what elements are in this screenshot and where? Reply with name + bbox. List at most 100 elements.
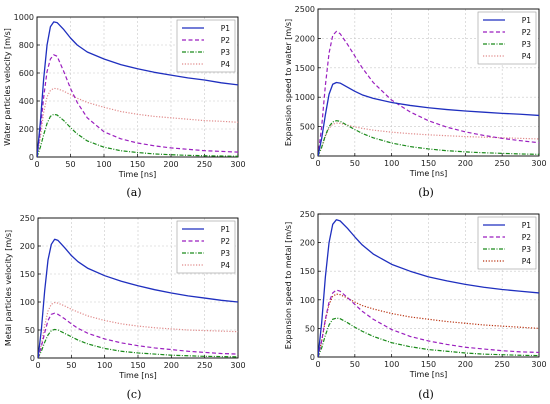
panel-caption: (c) <box>127 388 142 401</box>
x-tick-label: 50 <box>66 361 76 370</box>
legend: P1 P2 P3 P4 <box>176 19 236 73</box>
y-tick-label: 250 <box>300 210 315 219</box>
x-tick-label: 200 <box>164 361 179 370</box>
legend-label-p1: P1 <box>522 16 532 25</box>
chart-panel-d: 0 50 100 150 200 250 300 0 50 100 150 200 250 Time [n… <box>284 210 547 401</box>
series-line-p3 <box>37 113 238 157</box>
y-tick-label: 50 <box>25 326 35 335</box>
legend: P1 P2 P3 P4 <box>176 220 236 274</box>
x-tick-label: 250 <box>495 360 510 369</box>
series-line-p2 <box>37 54 238 157</box>
series-line-p4 <box>318 293 539 357</box>
y-tick-label: 100 <box>20 298 35 307</box>
chart-panel-a: 0 50 100 150 200 250 300 0 200 400 600 800 1000 Time … <box>3 13 246 199</box>
panel-caption: (d) <box>418 388 434 401</box>
series-line-p2 <box>38 312 238 358</box>
y-tick-label: 200 <box>300 239 315 248</box>
y-axis-label: Water particles velocity [m/s] <box>3 28 12 146</box>
x-axis-label: Time [ns] <box>409 370 448 379</box>
series-line-p3 <box>318 120 539 156</box>
x-tick-label: 50 <box>350 360 360 369</box>
x-tick-label: 300 <box>230 361 245 370</box>
x-tick-label: 300 <box>531 159 546 168</box>
series-line-p4 <box>37 87 238 157</box>
legend-label-p4: P4 <box>522 52 532 61</box>
series-line-p4 <box>38 301 238 358</box>
x-axis-label: Time [ns] <box>409 169 448 178</box>
y-axis-label: Expansion speed to metal [m/s] <box>284 222 293 349</box>
y-tick-label: 200 <box>20 242 35 251</box>
x-tick-label: 100 <box>384 159 399 168</box>
series-line-p1 <box>318 81 539 156</box>
y-tick-label: 2500 <box>295 5 315 14</box>
y-tick-label: 0 <box>310 353 315 362</box>
legend-label-p2: P2 <box>522 233 532 242</box>
y-tick-label: 150 <box>300 267 315 276</box>
legend-label-p3: P3 <box>221 48 231 57</box>
series-line-p1 <box>37 21 238 157</box>
y-tick-label: 0 <box>29 153 34 162</box>
y-tick-label: 100 <box>300 296 315 305</box>
x-tick-label: 100 <box>97 361 112 370</box>
x-tick-label: 0 <box>315 360 320 369</box>
x-tick-label: 250 <box>495 159 510 168</box>
y-tick-label: 150 <box>20 270 35 279</box>
y-tick-label: 0 <box>310 152 315 161</box>
x-tick-label: 100 <box>96 160 111 169</box>
series-line-p3 <box>318 317 539 357</box>
series-line-p1 <box>318 219 539 357</box>
x-tick-label: 250 <box>197 361 212 370</box>
legend-label-p2: P2 <box>522 28 532 37</box>
x-tick-label: 250 <box>197 160 212 169</box>
series-line-p2 <box>318 289 539 357</box>
x-tick-label: 150 <box>130 160 145 169</box>
y-tick-label: 400 <box>19 97 34 106</box>
legend-label-p4: P4 <box>522 257 532 266</box>
legend-box <box>176 19 236 73</box>
legend: P1 P2 P3 P4 <box>477 11 537 65</box>
x-tick-label: 0 <box>315 159 320 168</box>
panel-caption: (a) <box>126 186 141 199</box>
legend-label-p2: P2 <box>221 36 231 45</box>
legend-label-p1: P1 <box>522 221 532 230</box>
y-tick-label: 800 <box>19 41 34 50</box>
legend-label-p1: P1 <box>221 24 231 33</box>
series-line-p1 <box>38 238 238 358</box>
y-tick-label: 1000 <box>295 93 315 102</box>
x-tick-label: 150 <box>130 361 145 370</box>
legend-label-p3: P3 <box>522 245 532 254</box>
legend-box <box>477 216 537 270</box>
y-tick-label: 50 <box>305 324 315 333</box>
x-tick-label: 200 <box>458 360 473 369</box>
y-tick-label: 2000 <box>295 34 315 43</box>
y-axis-label: Expansion speed to water [m/s] <box>284 19 293 146</box>
x-axis-label: Time [ns] <box>118 170 157 179</box>
x-axis-label: Time [ns] <box>118 371 157 380</box>
y-tick-label: 1500 <box>295 64 315 73</box>
legend-label-p2: P2 <box>221 237 231 246</box>
x-tick-label: 50 <box>350 159 360 168</box>
y-tick-label: 250 <box>20 214 35 223</box>
legend-label-p3: P3 <box>221 249 231 258</box>
legend-box <box>176 220 236 274</box>
series-line-p3 <box>38 328 238 358</box>
y-tick-label: 600 <box>19 69 34 78</box>
y-tick-label: 1000 <box>14 13 34 22</box>
y-axis-label: Metal particles velocity [m/s] <box>4 230 13 346</box>
chart-panel-c: 0 50 100 150 200 250 300 0 50 100 150 200 250 Time [n… <box>4 214 246 401</box>
x-tick-label: 150 <box>421 159 436 168</box>
legend-label-p4: P4 <box>221 60 231 69</box>
legend-box <box>477 11 537 65</box>
legend: P1 P2 P3 P4 <box>477 216 537 270</box>
y-tick-label: 200 <box>19 125 34 134</box>
x-tick-label: 100 <box>384 360 399 369</box>
x-tick-label: 0 <box>34 160 39 169</box>
legend-label-p1: P1 <box>221 225 231 234</box>
x-tick-label: 150 <box>421 360 436 369</box>
y-tick-label: 500 <box>300 123 315 132</box>
legend-label-p4: P4 <box>221 261 231 270</box>
x-tick-label: 200 <box>163 160 178 169</box>
chart-panel-b: 0 50 100 150 200 250 300 0 500 1000 1500 2000 2500 Ti… <box>284 5 547 199</box>
x-tick-label: 50 <box>65 160 75 169</box>
